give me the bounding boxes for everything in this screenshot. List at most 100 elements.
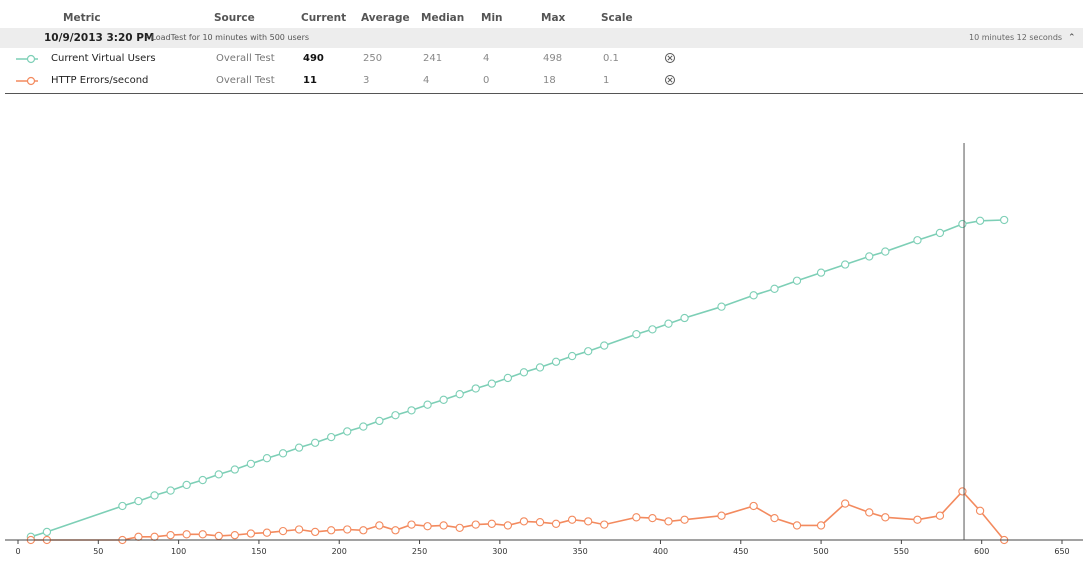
data-point[interactable] xyxy=(439,521,448,530)
data-point[interactable] xyxy=(375,521,384,530)
data-point[interactable] xyxy=(487,379,496,388)
line-chart[interactable]: 0 50 100 150 200 250 300 350 400 450 500 550 600 650 xyxy=(0,96,1083,576)
data-point[interactable] xyxy=(551,519,561,528)
data-point[interactable] xyxy=(865,252,874,261)
data-point[interactable] xyxy=(150,491,159,500)
data-point[interactable] xyxy=(632,513,641,522)
data-point[interactable] xyxy=(958,219,967,229)
data-point[interactable] xyxy=(958,487,967,496)
data-point[interactable] xyxy=(881,247,890,256)
data-point[interactable] xyxy=(198,530,207,539)
data-point[interactable] xyxy=(359,422,368,431)
data-point[interactable] xyxy=(535,518,545,527)
data-point[interactable] xyxy=(214,470,223,479)
data-point[interactable] xyxy=(455,390,464,399)
collapse-chevron-icon[interactable]: ⌃ xyxy=(1068,33,1076,43)
header-source[interactable]: Source xyxy=(214,12,255,24)
data-point[interactable] xyxy=(391,411,400,420)
data-point[interactable] xyxy=(230,530,239,540)
data-point[interactable] xyxy=(455,523,464,532)
data-point[interactable] xyxy=(343,525,352,534)
data-point[interactable] xyxy=(664,319,673,328)
data-point[interactable] xyxy=(519,368,529,377)
header-current[interactable]: Current xyxy=(301,12,347,24)
data-point[interactable] xyxy=(680,313,689,323)
data-point[interactable] xyxy=(841,260,850,269)
data-point[interactable] xyxy=(262,528,272,537)
data-point[interactable] xyxy=(975,216,985,225)
header-scale[interactable]: Scale xyxy=(601,12,633,24)
data-point[interactable] xyxy=(294,443,304,452)
legend-row[interactable]: HTTP Errors/second Overall Test 11 3 4 0… xyxy=(0,71,1083,93)
data-point[interactable] xyxy=(975,506,985,515)
data-point[interactable] xyxy=(471,384,480,393)
header-max[interactable]: Max xyxy=(541,12,566,24)
data-point[interactable] xyxy=(471,520,480,529)
header-median[interactable]: Median xyxy=(421,12,465,24)
remove-icon[interactable] xyxy=(663,51,677,65)
data-point[interactable] xyxy=(749,291,758,300)
row-scale[interactable]: 1 xyxy=(603,75,610,86)
data-point[interactable] xyxy=(717,511,726,520)
header-average[interactable]: Average xyxy=(361,12,410,24)
data-point[interactable] xyxy=(375,416,384,426)
data-point[interactable] xyxy=(134,496,143,506)
data-point[interactable] xyxy=(487,519,496,528)
data-point[interactable] xyxy=(792,521,802,530)
data-point[interactable] xyxy=(792,276,802,285)
data-point[interactable] xyxy=(913,515,922,524)
data-point[interactable] xyxy=(935,228,945,238)
data-point[interactable] xyxy=(519,517,529,526)
session-row[interactable]: 10/9/2013 3:20 PM - LoadTest for 10 minu… xyxy=(0,28,1083,48)
data-point[interactable] xyxy=(600,520,609,529)
header-min[interactable]: Min xyxy=(481,12,503,24)
data-point[interactable] xyxy=(278,526,288,536)
data-point[interactable] xyxy=(841,499,850,508)
data-point[interactable] xyxy=(230,465,239,474)
data-point[interactable] xyxy=(664,517,673,526)
data-point[interactable] xyxy=(567,351,577,361)
data-point[interactable] xyxy=(816,268,826,277)
series-line[interactable] xyxy=(30,219,1005,538)
data-point[interactable] xyxy=(439,395,448,404)
data-point[interactable] xyxy=(423,522,432,531)
row-scale[interactable]: 0.1 xyxy=(603,53,619,64)
data-point[interactable] xyxy=(407,520,416,529)
data-point[interactable] xyxy=(535,363,545,372)
data-point[interactable] xyxy=(310,527,320,537)
legend-row[interactable]: Current Virtual Users Overall Test 490 2… xyxy=(0,49,1083,71)
data-point[interactable] xyxy=(359,526,368,535)
data-point[interactable] xyxy=(567,515,577,524)
data-point[interactable] xyxy=(551,357,561,366)
data-point[interactable] xyxy=(881,513,890,522)
data-point[interactable] xyxy=(935,511,945,520)
data-point[interactable] xyxy=(214,531,223,541)
data-point[interactable] xyxy=(584,347,593,356)
data-point[interactable] xyxy=(1000,215,1009,225)
data-point[interactable] xyxy=(648,513,657,523)
data-point[interactable] xyxy=(246,459,256,468)
data-point[interactable] xyxy=(166,530,175,540)
header-metric[interactable]: Metric xyxy=(63,12,101,24)
data-point[interactable] xyxy=(134,532,143,541)
data-point[interactable] xyxy=(503,373,513,383)
data-point[interactable] xyxy=(865,508,874,517)
data-point[interactable] xyxy=(391,526,400,535)
data-point[interactable] xyxy=(770,513,779,523)
data-point[interactable] xyxy=(182,480,191,490)
data-point[interactable] xyxy=(600,341,609,350)
data-point[interactable] xyxy=(118,501,127,511)
data-point[interactable] xyxy=(632,330,641,339)
data-point[interactable] xyxy=(42,527,52,537)
remove-icon[interactable] xyxy=(663,73,677,87)
data-point[interactable] xyxy=(648,325,657,334)
data-point[interactable] xyxy=(198,475,207,485)
data-point[interactable] xyxy=(166,486,175,495)
data-point[interactable] xyxy=(150,532,159,541)
data-point[interactable] xyxy=(294,525,304,534)
data-point[interactable] xyxy=(680,515,689,524)
data-point[interactable] xyxy=(584,517,593,526)
data-point[interactable] xyxy=(770,284,779,293)
data-point[interactable] xyxy=(503,521,513,530)
data-point[interactable] xyxy=(423,400,432,409)
